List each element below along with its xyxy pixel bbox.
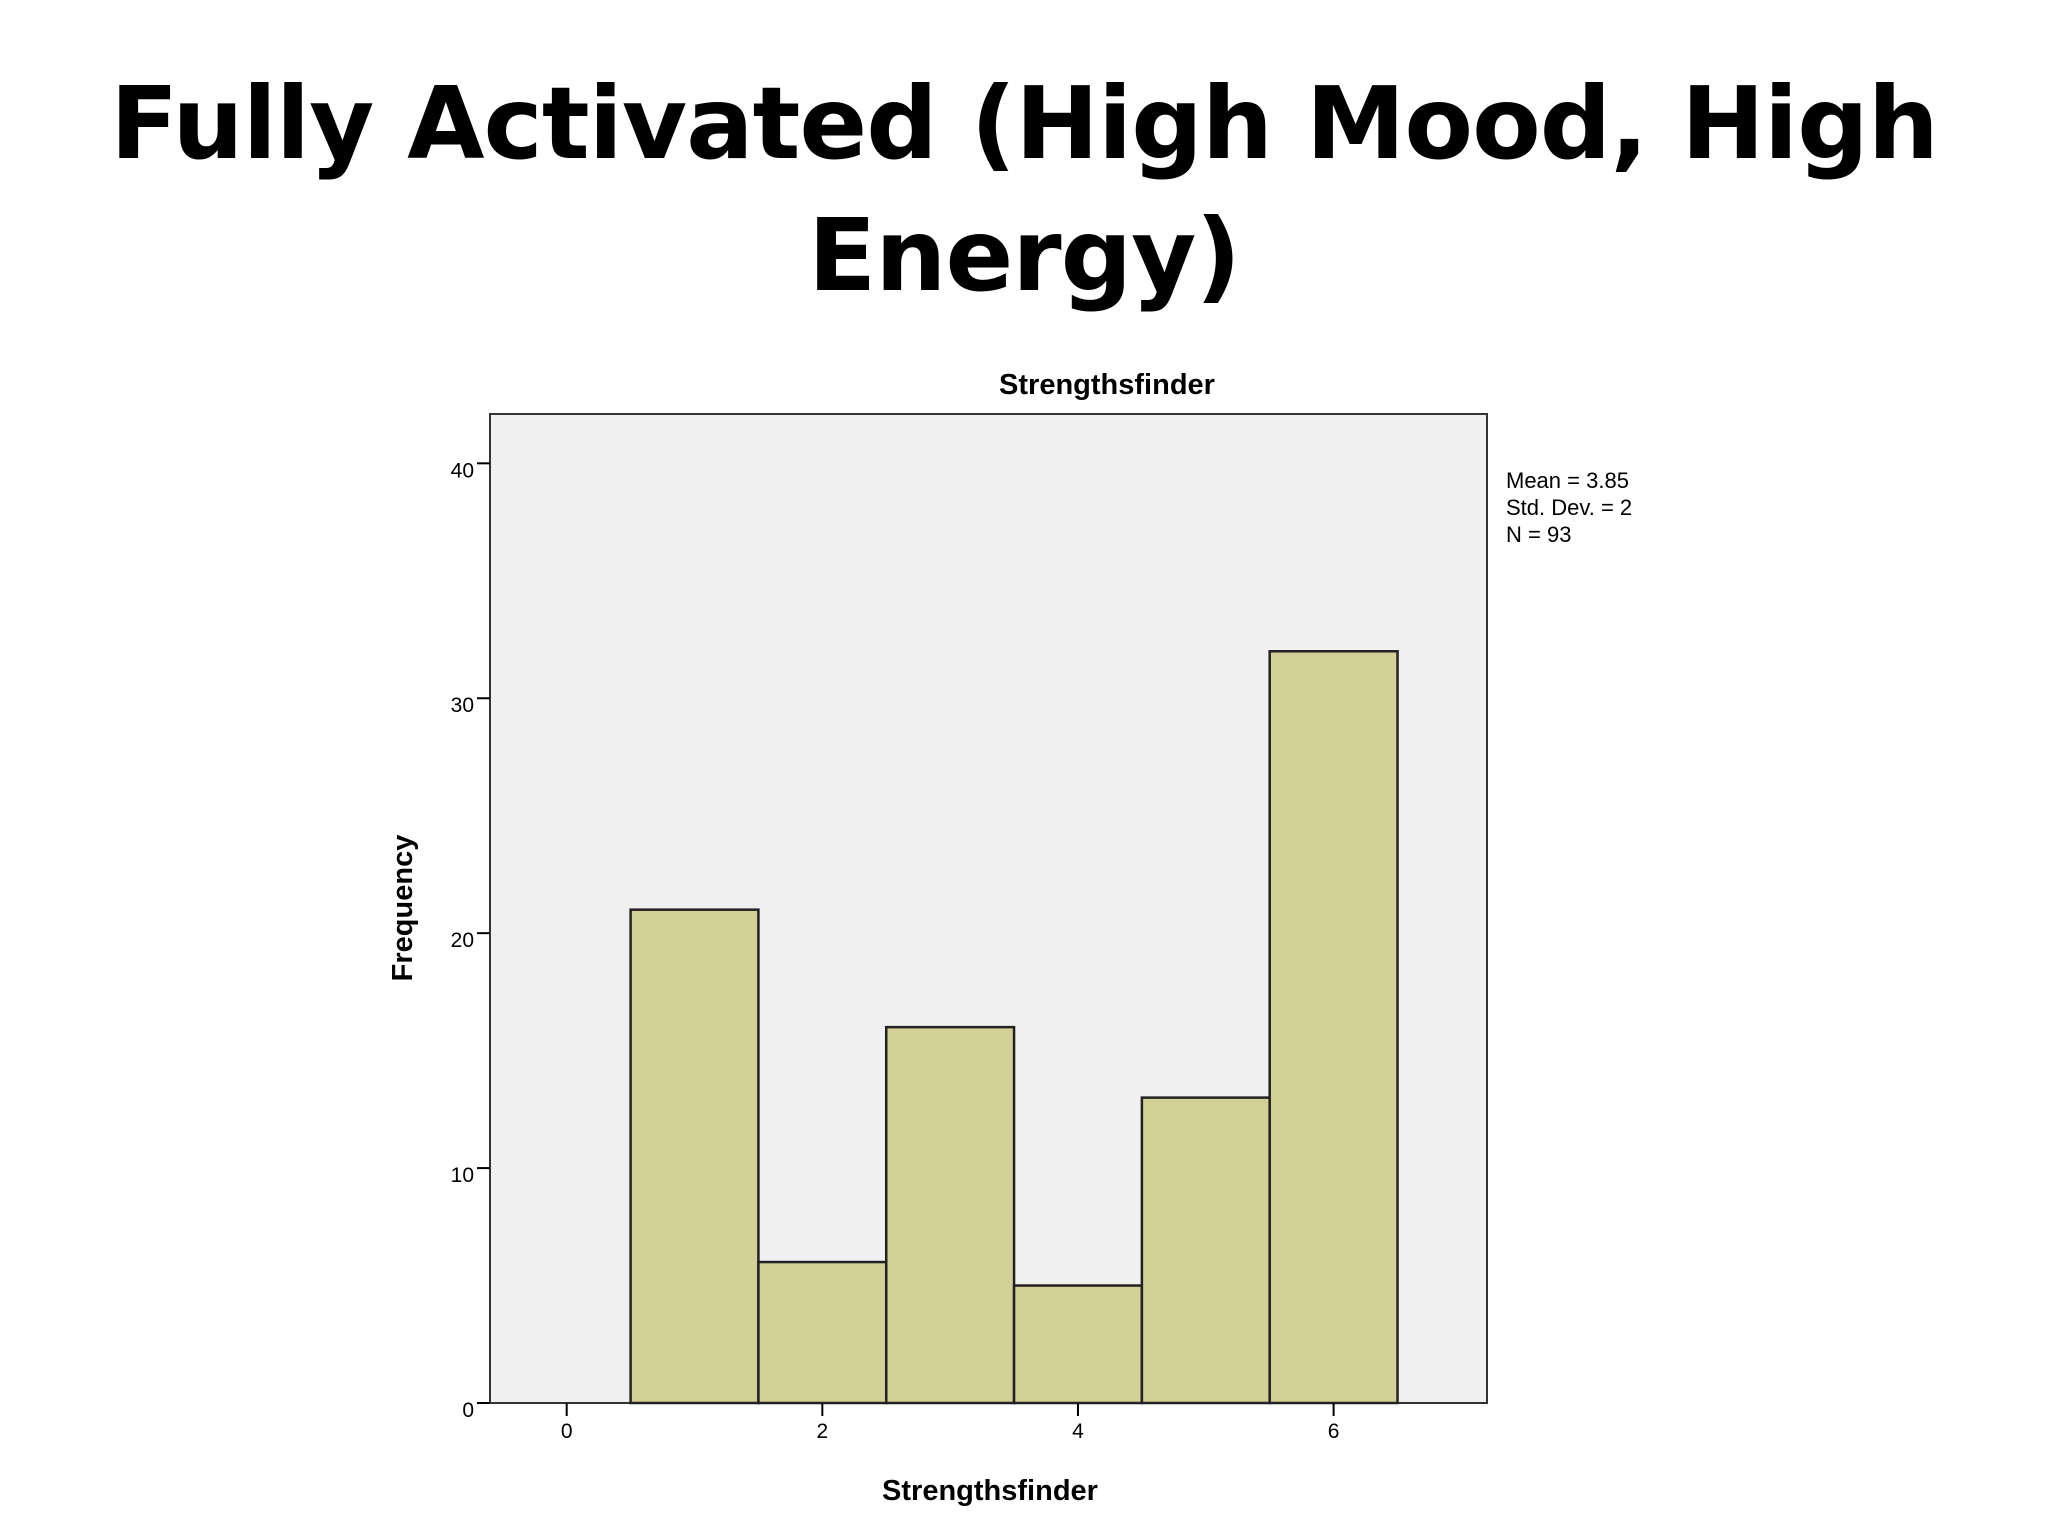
stats-line: Mean = 3.85 xyxy=(1506,468,1629,493)
x-tick-label: 0 xyxy=(561,1420,573,1443)
histogram-bar xyxy=(1012,1284,1144,1405)
histogram-bar xyxy=(757,1260,888,1405)
histogram-bar xyxy=(1268,650,1399,1405)
slide-title: Fully Activated (High Mood, High Energy) xyxy=(110,65,1939,314)
y-tick-label: 10 xyxy=(451,1164,474,1187)
x-axis: 0 2 4 6 xyxy=(561,1403,1340,1443)
y-tick-label: 40 xyxy=(451,459,474,482)
x-tick-label: 6 xyxy=(1328,1420,1340,1443)
chart-title: Strengthsfinder xyxy=(999,369,1215,401)
y-axis: 0 10 20 30 40 xyxy=(451,459,490,1422)
stats-line: N = 93 xyxy=(1506,522,1571,547)
x-tick-label: 4 xyxy=(1072,1420,1084,1443)
y-axis-title: Frequency xyxy=(387,835,419,982)
histogram-bar xyxy=(884,1025,1016,1405)
y-tick-label: 0 xyxy=(462,1399,474,1422)
bars-group xyxy=(629,650,1399,1405)
histogram-bar xyxy=(1140,1096,1271,1405)
stats-line: Std. Dev. = 2 xyxy=(1506,495,1632,520)
x-axis-title: Strengthsfinder xyxy=(882,1475,1098,1507)
x-tick-label: 2 xyxy=(816,1420,828,1443)
y-tick-label: 20 xyxy=(451,929,474,952)
histogram-bar xyxy=(629,908,760,1405)
y-tick-label: 30 xyxy=(451,694,474,717)
